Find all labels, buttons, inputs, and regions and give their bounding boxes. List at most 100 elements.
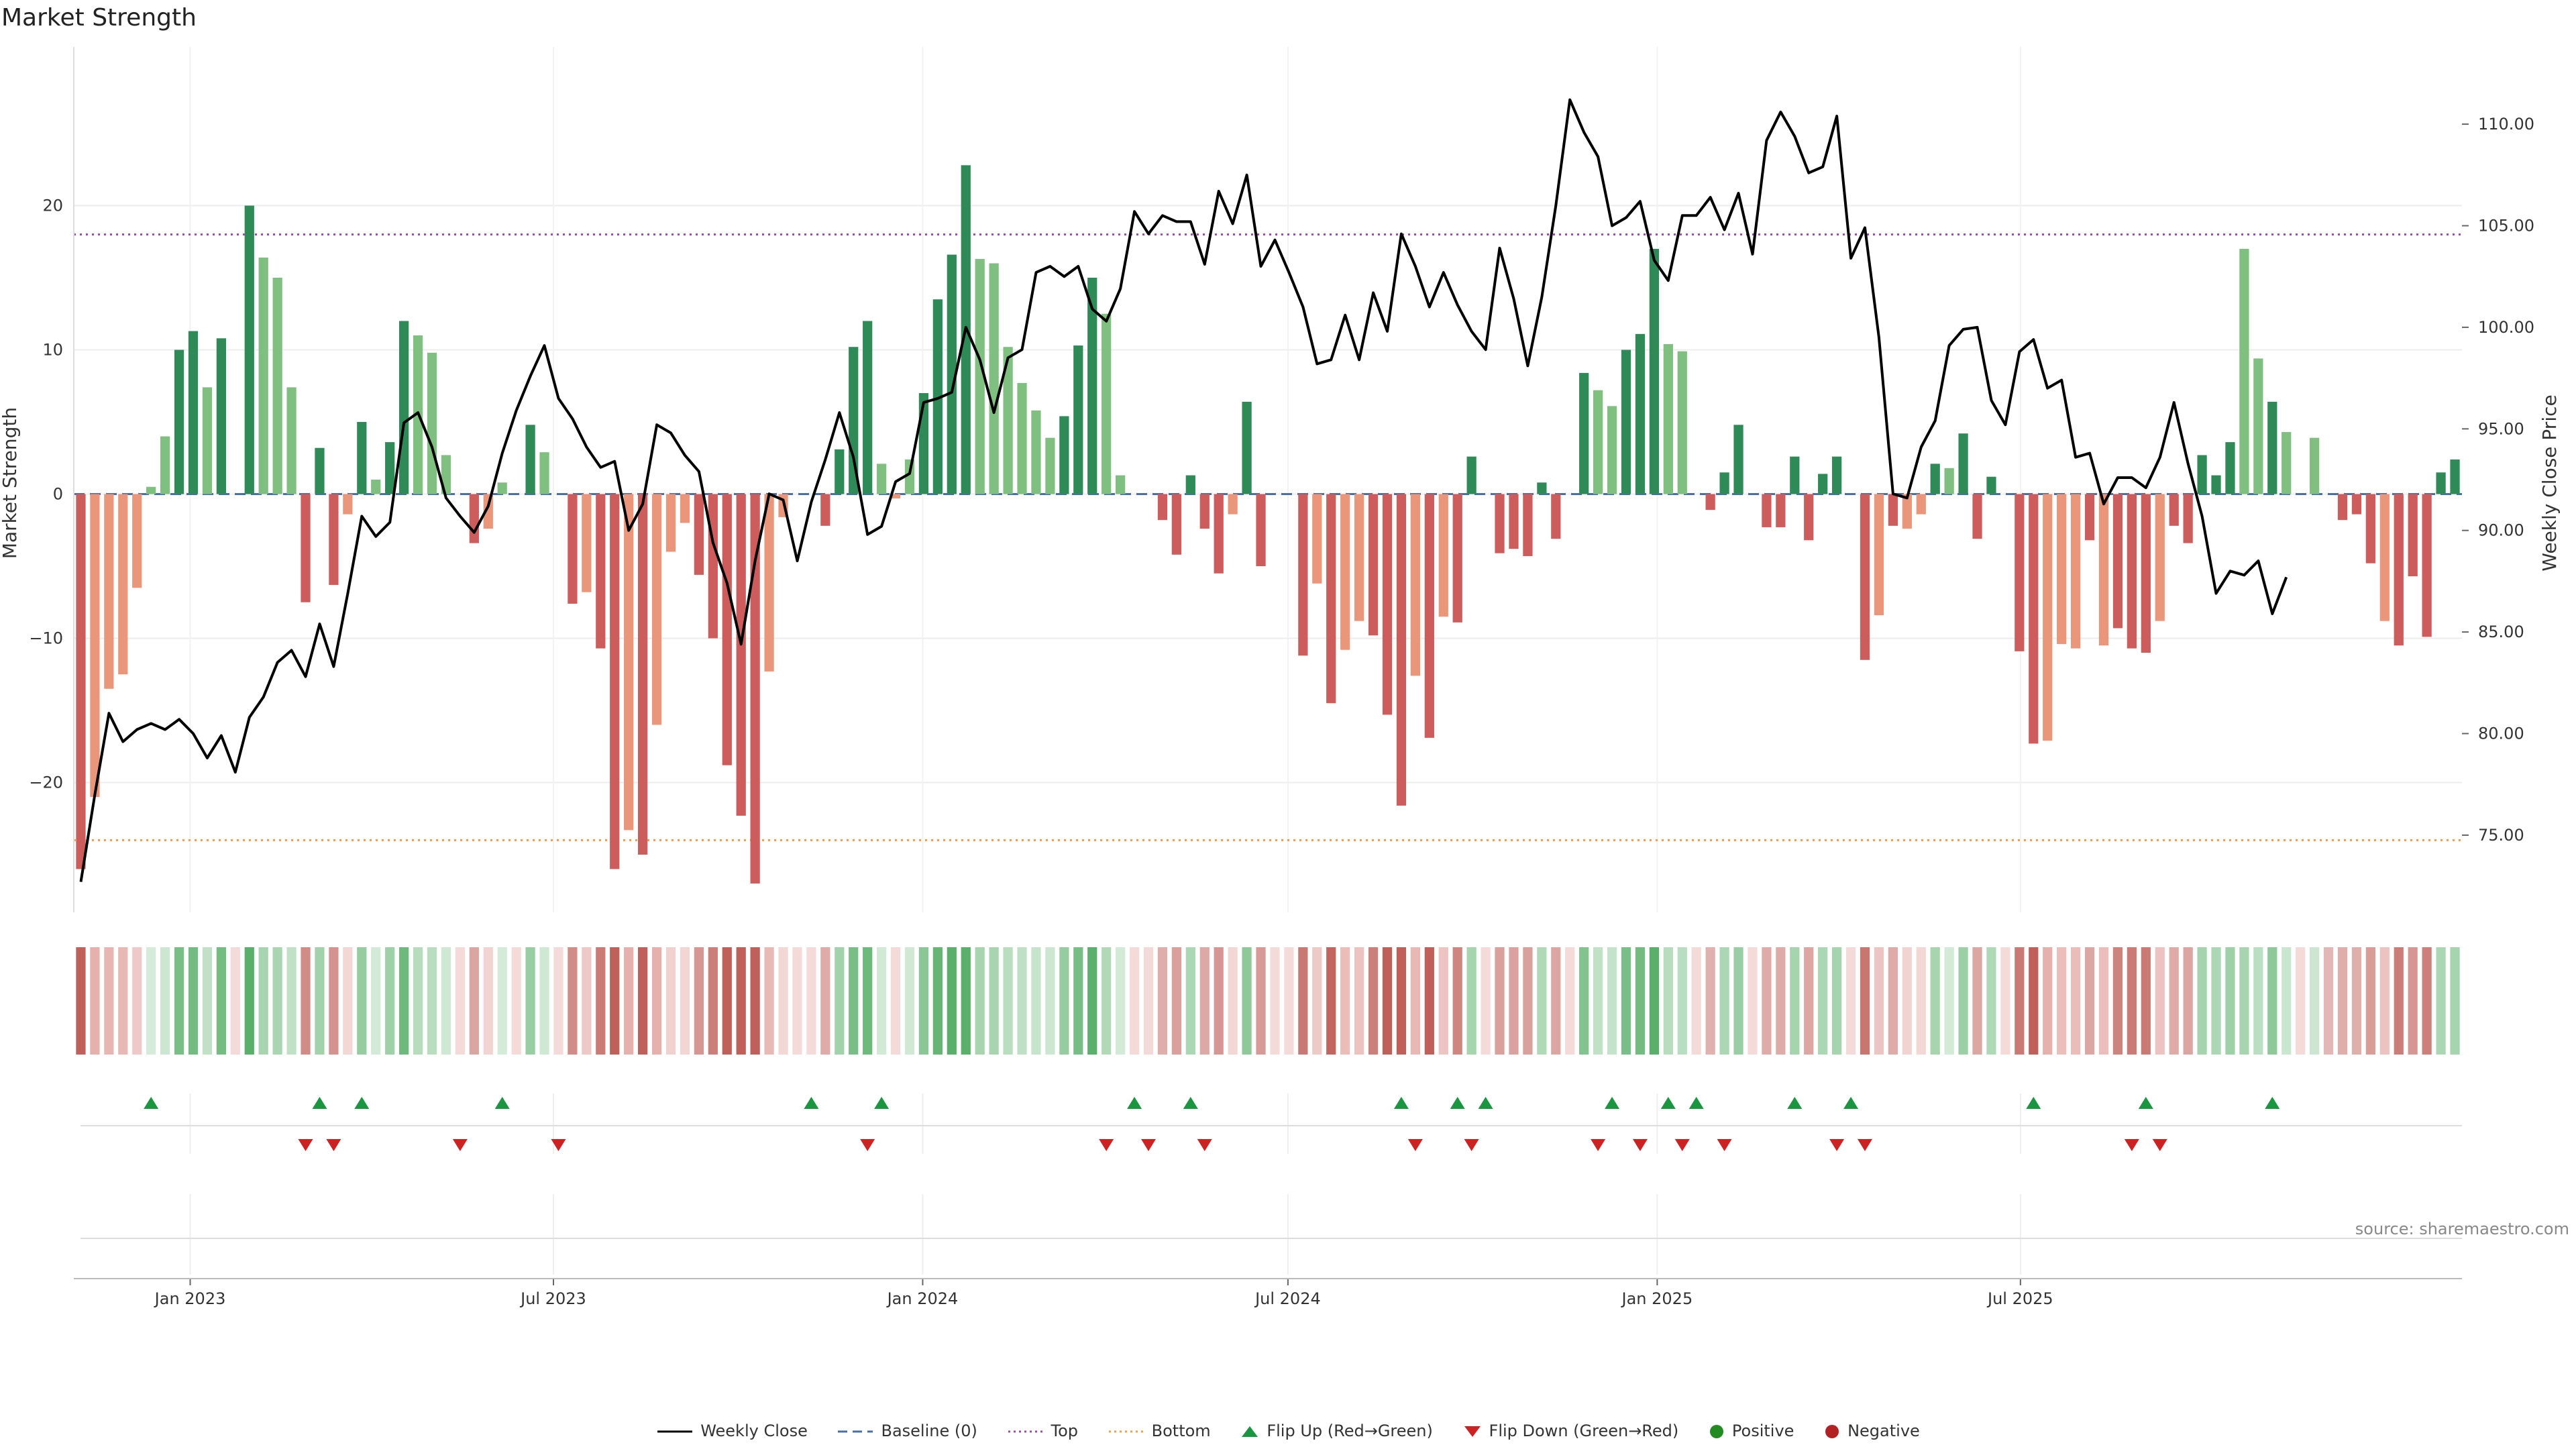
heat-cell [624, 947, 634, 1055]
strength-bar [2394, 494, 2404, 646]
heat-cell [132, 947, 142, 1055]
heat-cell [1790, 947, 1800, 1055]
flip-up-marker [144, 1097, 159, 1109]
heat-cell [904, 947, 915, 1055]
y-tick-label: 10 [42, 341, 63, 360]
heat-cell [1663, 947, 1673, 1055]
heat-cell [1649, 947, 1660, 1055]
heat-cell [582, 947, 592, 1055]
flip-down-marker [1829, 1139, 1845, 1151]
heat-cell [1115, 947, 1126, 1055]
strength-bar [1509, 494, 1519, 549]
heat-cell [315, 947, 325, 1055]
heat-cell [2112, 947, 2123, 1055]
strength-bar [568, 494, 578, 604]
strength-bar [2112, 494, 2123, 629]
strength-bar [329, 494, 339, 585]
heat-cell [1396, 947, 1407, 1055]
heat-cell [2296, 947, 2306, 1055]
strength-bar [2098, 494, 2109, 646]
strength-bar [2239, 249, 2249, 494]
heat-cell [1621, 947, 1631, 1055]
heat-cell [2155, 947, 2165, 1055]
flip-down-marker [1407, 1139, 1423, 1151]
heat-cell [286, 947, 297, 1055]
flip-down-marker [1099, 1139, 1114, 1151]
legend-top: Top [1007, 1421, 1078, 1440]
heat-cell [2450, 947, 2460, 1055]
strength-bar [989, 263, 999, 494]
heat-cell [1017, 947, 1027, 1055]
strength-bar [1228, 494, 1238, 515]
negative-dot-icon [1825, 1425, 1839, 1438]
axes: 20 10 0 −10 −20 110.00 105.00 100.00 95.00 90.00 8… [29, 47, 2534, 1308]
legend-positive: Positive [1708, 1421, 1794, 1440]
y2-tick-label: 90.00 [2478, 521, 2524, 540]
heat-cell [357, 947, 367, 1055]
heat-cell [483, 947, 493, 1055]
strength-bar [637, 494, 648, 855]
strength-bar [258, 257, 268, 494]
heat-cell [301, 947, 311, 1055]
flip-up-marker [1478, 1097, 1493, 1109]
legend-negative: Negative [1823, 1421, 1920, 1440]
x-tick-label: Jul 2023 [519, 1289, 586, 1308]
heat-cell [1944, 947, 1954, 1055]
strength-bar [2211, 475, 2221, 494]
heat-cell [722, 947, 732, 1055]
heat-cell [2365, 947, 2376, 1055]
strength-bar [286, 387, 297, 494]
strength-bar [1958, 433, 1968, 494]
strength-bar [1874, 494, 1884, 616]
heat-cell [792, 947, 802, 1055]
strength-bar [1424, 494, 1434, 738]
heat-cell [1860, 947, 1870, 1055]
strength-bar [118, 494, 128, 675]
heat-cell [2309, 947, 2320, 1055]
heat-cell [651, 947, 662, 1055]
heat-cell [1424, 947, 1434, 1055]
heat-cell [764, 947, 774, 1055]
strength-bar [1986, 476, 1996, 494]
heat-cell [1818, 947, 1828, 1055]
strength-bar [1607, 406, 1617, 494]
strength-bar [272, 278, 282, 494]
price-line-layer [79, 98, 2288, 882]
strength-bar [160, 436, 170, 494]
strength-bar [1776, 494, 1786, 527]
heat-cell [1157, 947, 1168, 1055]
strength-bar [539, 452, 549, 494]
heat-cell [1129, 947, 1140, 1055]
heat-cell [1354, 947, 1364, 1055]
strength-bar [301, 494, 311, 602]
strength-bar [216, 338, 227, 494]
heat-cell [1143, 947, 1154, 1055]
bottom-swatch-icon [1108, 1430, 1144, 1433]
strength-bar [694, 494, 704, 575]
strength-bar [764, 494, 774, 672]
strength-bar [1368, 494, 1379, 636]
strength-bar [610, 494, 620, 869]
heat-cell [2183, 947, 2193, 1055]
strength-bar [2365, 494, 2376, 564]
strength-bar [1452, 494, 1462, 623]
heat-cell [1073, 947, 1083, 1055]
heat-cell [343, 947, 353, 1055]
y-tick-label: 20 [42, 197, 63, 215]
heat-cell [385, 947, 395, 1055]
strength-bar [2127, 494, 2137, 649]
baseline-swatch-icon [838, 1430, 873, 1433]
heat-cell [413, 947, 423, 1055]
heat-cell [1438, 947, 1448, 1055]
flip-down-marker [1197, 1139, 1212, 1151]
strength-bar [2408, 494, 2418, 577]
heat-cell [2239, 947, 2249, 1055]
strength-bar [1916, 494, 1926, 515]
y-axis-title: Market Strength [0, 407, 21, 559]
strength-bar [76, 494, 86, 869]
strength-bar [497, 482, 507, 494]
legend-bottom-label: Bottom [1151, 1421, 1211, 1440]
strength-bar [1719, 472, 1729, 494]
heat-cell [835, 947, 845, 1055]
heat-cell [2436, 947, 2446, 1055]
